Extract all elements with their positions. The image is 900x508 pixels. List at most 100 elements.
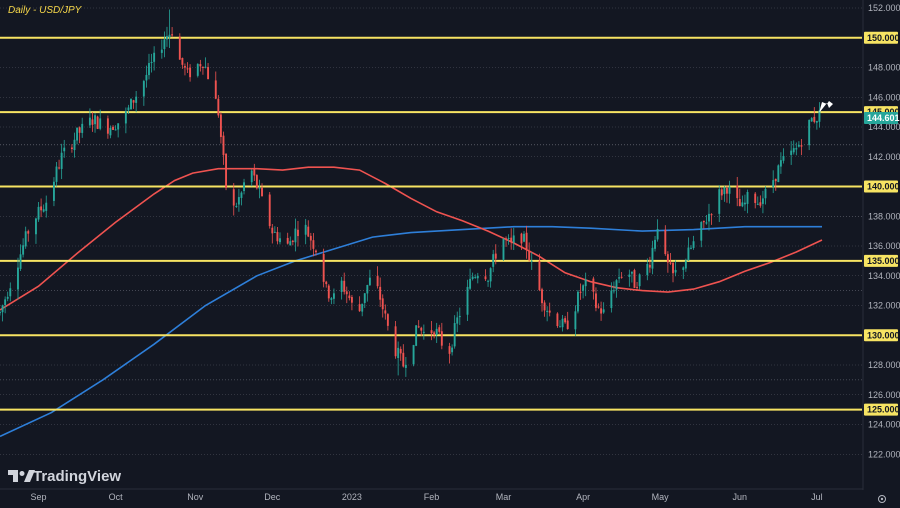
candle <box>171 27 174 38</box>
candle <box>22 238 25 258</box>
x-tick-label: Nov <box>187 492 204 502</box>
candle <box>94 112 96 133</box>
candle-body <box>654 239 656 249</box>
candle-body <box>345 291 348 295</box>
candle <box>705 215 708 225</box>
candle <box>253 163 256 181</box>
candle-body <box>235 205 238 207</box>
candle <box>361 303 364 317</box>
candle-body <box>330 298 333 300</box>
y-tick-label: 142.000 <box>868 152 900 162</box>
candle-body <box>135 96 138 103</box>
candle-body <box>304 224 307 235</box>
candle <box>153 46 156 71</box>
candle <box>289 236 292 246</box>
candle-body <box>214 80 217 99</box>
candle-body <box>507 237 510 239</box>
candle-body <box>772 180 775 187</box>
candle <box>250 169 253 187</box>
candle <box>261 183 263 197</box>
candle-body <box>512 235 515 243</box>
level-tag <box>864 180 898 193</box>
candle-body <box>746 192 749 204</box>
candle-body <box>0 312 1 314</box>
candle-body <box>692 241 695 248</box>
y-tick-label: 126.000 <box>868 390 900 400</box>
candle-body <box>399 348 402 354</box>
candle <box>761 190 764 214</box>
settings-gear-icon[interactable] <box>878 495 886 503</box>
x-tick-label: May <box>652 492 670 502</box>
candle-body <box>690 247 692 249</box>
candle <box>297 221 299 247</box>
candle-body <box>332 293 335 299</box>
candle-body <box>291 240 294 242</box>
candle <box>612 281 615 294</box>
candle <box>561 315 564 332</box>
x-tick-label: Oct <box>109 492 124 502</box>
candle <box>106 115 109 139</box>
candle <box>746 189 749 214</box>
candle-body <box>736 185 739 199</box>
candle-body <box>381 298 384 310</box>
candle-body <box>294 228 297 243</box>
candle-body <box>505 238 507 240</box>
candle-body <box>112 126 114 130</box>
candle <box>795 142 798 156</box>
candle-body <box>684 260 687 269</box>
candle-body <box>1 305 4 313</box>
candle-body <box>648 264 651 268</box>
candle <box>420 326 423 336</box>
candle-body <box>91 119 94 125</box>
candle-body <box>237 197 240 205</box>
candle <box>538 253 541 292</box>
candle <box>381 294 384 318</box>
candle-body <box>674 269 677 273</box>
candle-body <box>448 346 451 354</box>
candle <box>99 109 102 131</box>
candle <box>181 57 184 69</box>
candle <box>474 274 477 279</box>
candle <box>52 177 55 207</box>
candle <box>394 320 397 359</box>
y-tick-label: 136.000 <box>868 241 900 251</box>
candle-body <box>435 328 438 335</box>
candle-body <box>615 280 618 290</box>
candle <box>294 218 297 252</box>
candle <box>130 98 132 110</box>
candle-body <box>196 63 199 76</box>
candle <box>9 282 12 302</box>
candle-body <box>181 57 184 65</box>
candle-body <box>592 278 595 292</box>
tradingview-logo[interactable]: TradingView <box>8 468 121 485</box>
candle <box>1 304 4 322</box>
candle-body <box>55 166 58 182</box>
candle-body <box>702 220 705 223</box>
x-tick-label: Apr <box>576 492 590 502</box>
candle-body <box>368 277 371 286</box>
candle <box>88 108 91 129</box>
candle <box>700 221 703 248</box>
candle <box>502 238 505 261</box>
candle-body <box>340 280 343 292</box>
candle-body <box>815 120 818 123</box>
candle-body <box>189 67 192 78</box>
candle-body <box>17 267 19 290</box>
y-axis-panel[interactable] <box>863 0 900 508</box>
candle <box>379 277 382 307</box>
candle <box>743 194 746 211</box>
candle <box>214 71 217 100</box>
candle <box>307 220 310 238</box>
candle-body <box>166 36 168 40</box>
candle-body <box>204 66 207 68</box>
candle <box>810 117 813 122</box>
candle <box>232 183 235 216</box>
candle-body <box>322 253 325 282</box>
candle <box>148 53 150 80</box>
moving-average-short-line <box>0 166 823 311</box>
candle-body <box>225 153 227 188</box>
candle-body <box>761 198 764 204</box>
candle-body <box>546 310 549 312</box>
candle <box>163 31 166 58</box>
